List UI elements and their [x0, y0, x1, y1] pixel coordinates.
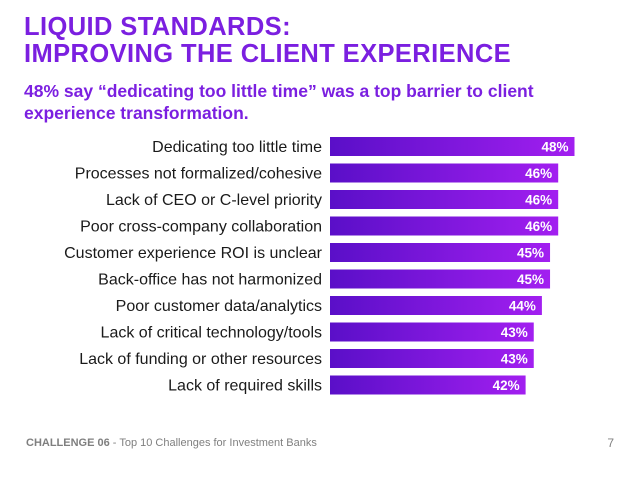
bar [330, 137, 575, 156]
category-label: Poor customer data/analytics [116, 298, 322, 315]
value-label: 43% [501, 352, 528, 367]
slide-subtitle: 48% say “dedicating too little time” was… [24, 81, 534, 123]
value-label: 43% [501, 325, 528, 340]
bar [330, 349, 534, 368]
value-label: 46% [525, 219, 552, 234]
category-label: Customer experience ROI is unclear [64, 245, 323, 262]
bar [330, 163, 559, 183]
bar-chart: Dedicating too little time 48% Processes n… [64, 137, 575, 395]
value-label: 45% [517, 246, 544, 261]
value-label: 46% [525, 166, 552, 181]
category-label: Lack of CEO or C-level priority [106, 192, 322, 209]
category-label: Processes not formalized/cohesive [75, 166, 322, 183]
bar [330, 216, 559, 236]
slide-title: LIQUID STANDARDS: IMPROVING THE CLIENT E… [24, 14, 511, 68]
bar [330, 243, 551, 262]
bar [330, 296, 542, 315]
category-label: Poor cross-company collaboration [80, 219, 322, 236]
footer-challenge-label: CHALLENGE 06 [26, 437, 110, 449]
category-label: Back-office has not harmonized [98, 272, 322, 289]
footer-description: - Top 10 Challenges for Investment Banks [109, 437, 317, 449]
page-number: 7 [607, 436, 614, 450]
category-label: Lack of critical technology/tools [101, 325, 322, 342]
bar [330, 269, 551, 289]
category-label: Lack of required skills [168, 378, 322, 395]
category-label: Dedicating too little time [152, 139, 322, 156]
bar [330, 190, 559, 209]
title-line-2: IMPROVING THE CLIENT EXPERIENCE [24, 40, 512, 68]
value-label: 42% [493, 378, 520, 393]
bars-group: Dedicating too little time 48% Processes n… [64, 137, 575, 395]
bar [330, 375, 526, 395]
bar [330, 322, 534, 342]
value-label: 45% [517, 272, 544, 287]
category-label: Lack of funding or other resources [79, 351, 322, 368]
footer: CHALLENGE 06 - Top 10 Challenges for Inv… [26, 437, 317, 449]
value-label: 46% [525, 193, 552, 208]
title-line-1: LIQUID STANDARDS: [24, 13, 291, 41]
value-label: 48% [541, 140, 568, 155]
value-label: 44% [509, 299, 536, 314]
